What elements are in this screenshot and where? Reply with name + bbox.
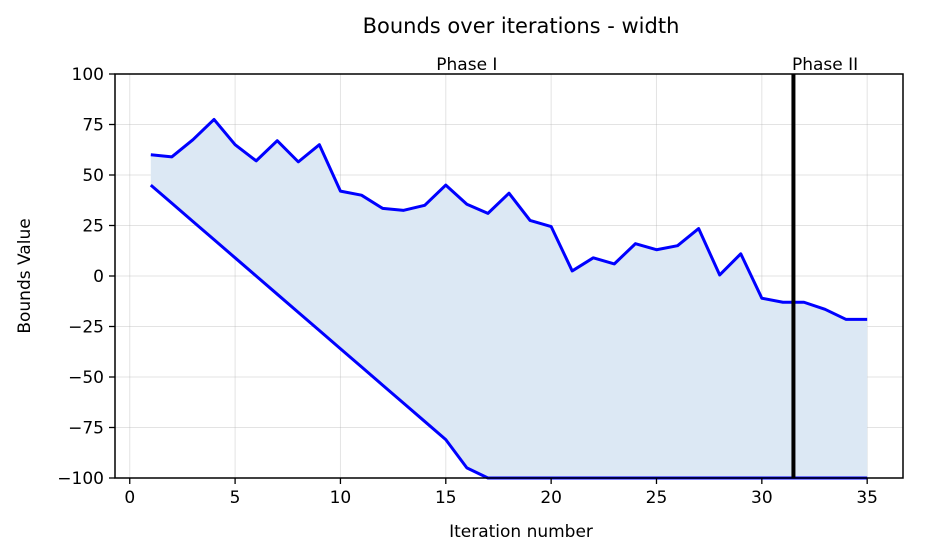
annotation-layer: Phase I Phase II (436, 55, 858, 75)
y-tick-label: −25 (68, 318, 104, 338)
y-axis-label: Bounds Value (15, 218, 35, 333)
x-tick-label: 0 (124, 488, 135, 508)
y-tick-label: 25 (82, 217, 104, 237)
upper-bound-line (150, 117, 868, 321)
y-tick-label: 50 (82, 166, 104, 186)
x-tick-label: 35 (856, 488, 878, 508)
phase-2-label: Phase II (792, 55, 858, 75)
x-tick-label: 10 (330, 488, 352, 508)
x-tick-label: 30 (751, 488, 773, 508)
bounds-fill-area (150, 119, 868, 478)
y-tick-label: −100 (57, 469, 104, 489)
x-axis-label: Iteration number (449, 522, 593, 542)
y-tick-label: 75 (82, 116, 104, 136)
x-tick-label: 15 (435, 488, 457, 508)
x-tick-label: 25 (646, 488, 668, 508)
y-tick-label: 0 (93, 267, 104, 287)
axes: 0 5 10 15 20 25 30 35 100 75 50 25 0 −25 −50 −75 −100 (57, 65, 904, 508)
y-tick-label: −50 (68, 368, 104, 388)
y-tick-label: 100 (72, 65, 104, 85)
y-tick-label: −75 (68, 419, 104, 439)
chart-title: Bounds over iterations - width (363, 14, 680, 38)
x-tick-label: 20 (540, 488, 562, 508)
phase-1-label: Phase I (436, 55, 497, 75)
x-tick-label: 5 (230, 488, 241, 508)
